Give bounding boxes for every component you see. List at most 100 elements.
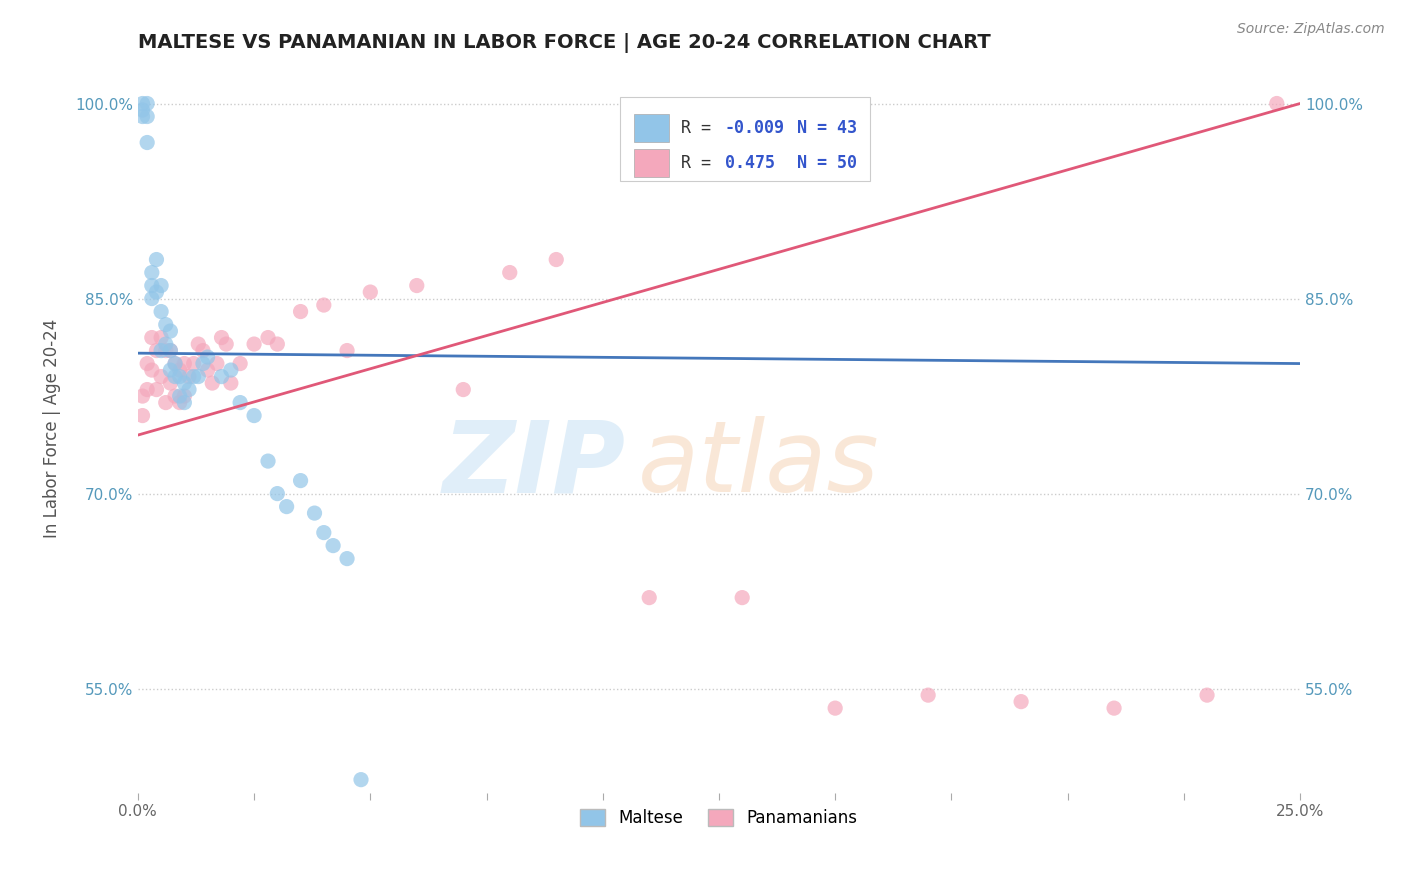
FancyBboxPatch shape	[634, 114, 669, 142]
Point	[131, 103, 153, 117]
Point	[177, 369, 200, 384]
Point	[546, 252, 568, 267]
Point	[145, 252, 167, 267]
Point	[155, 395, 177, 409]
Point	[197, 363, 219, 377]
Point	[155, 318, 177, 332]
Point	[136, 357, 159, 371]
Point	[141, 278, 163, 293]
Point	[205, 357, 228, 371]
Point	[141, 363, 163, 377]
Point	[211, 369, 233, 384]
Point	[165, 357, 187, 371]
Point	[136, 383, 159, 397]
Point	[219, 363, 242, 377]
Point	[159, 363, 181, 377]
Point	[243, 409, 266, 423]
Point	[336, 343, 359, 358]
Point	[141, 330, 163, 344]
Point	[243, 337, 266, 351]
Point	[1010, 695, 1032, 709]
Point	[131, 110, 153, 124]
Point	[150, 304, 173, 318]
Point	[201, 376, 224, 390]
Point	[131, 409, 153, 423]
Point	[191, 343, 214, 358]
Point	[211, 330, 233, 344]
Text: R =: R =	[681, 119, 721, 136]
Point	[159, 343, 181, 358]
Point	[187, 337, 209, 351]
Point	[1102, 701, 1125, 715]
Point	[257, 454, 280, 468]
Text: N = 50: N = 50	[797, 153, 856, 172]
Point	[290, 474, 312, 488]
Point	[177, 383, 200, 397]
Point	[173, 395, 195, 409]
Point	[141, 292, 163, 306]
Y-axis label: In Labor Force | Age 20-24: In Labor Force | Age 20-24	[44, 319, 60, 538]
Legend: Maltese, Panamanians: Maltese, Panamanians	[572, 800, 866, 835]
Point	[290, 304, 312, 318]
Point	[165, 389, 187, 403]
Point	[173, 357, 195, 371]
Text: 0.475: 0.475	[724, 153, 775, 172]
Point	[638, 591, 661, 605]
Text: -0.009: -0.009	[724, 119, 785, 136]
Text: ZIP: ZIP	[443, 417, 626, 514]
Point	[197, 350, 219, 364]
Point	[215, 337, 238, 351]
Text: MALTESE VS PANAMANIAN IN LABOR FORCE | AGE 20-24 CORRELATION CHART: MALTESE VS PANAMANIAN IN LABOR FORCE | A…	[138, 33, 991, 53]
Point	[824, 701, 846, 715]
Point	[187, 369, 209, 384]
Point	[451, 383, 474, 397]
Point	[917, 688, 939, 702]
Point	[150, 278, 173, 293]
Point	[141, 266, 163, 280]
FancyBboxPatch shape	[634, 149, 669, 177]
Point	[145, 285, 167, 299]
Point	[136, 110, 159, 124]
Point	[304, 506, 326, 520]
Point	[155, 343, 177, 358]
Point	[276, 500, 298, 514]
Point	[1265, 96, 1288, 111]
Text: Source: ZipAtlas.com: Source: ZipAtlas.com	[1237, 22, 1385, 37]
Point	[229, 395, 252, 409]
Point	[350, 772, 373, 787]
Point	[150, 343, 173, 358]
Point	[229, 357, 252, 371]
Point	[266, 486, 288, 500]
Point	[173, 389, 195, 403]
Point	[312, 525, 335, 540]
Text: N = 43: N = 43	[797, 119, 856, 136]
Point	[136, 96, 159, 111]
Point	[150, 330, 173, 344]
Point	[145, 343, 167, 358]
Point	[731, 591, 754, 605]
Point	[165, 357, 187, 371]
Point	[191, 357, 214, 371]
Point	[169, 395, 191, 409]
Point	[155, 337, 177, 351]
Point	[159, 376, 181, 390]
Point	[266, 337, 288, 351]
Point	[405, 278, 427, 293]
Point	[183, 369, 205, 384]
Point	[159, 343, 181, 358]
Text: R =: R =	[681, 153, 721, 172]
Point	[173, 376, 195, 390]
Point	[499, 266, 522, 280]
Point	[312, 298, 335, 312]
Point	[322, 539, 344, 553]
Point	[165, 369, 187, 384]
Point	[169, 369, 191, 384]
Point	[169, 389, 191, 403]
Point	[159, 324, 181, 338]
Point	[219, 376, 242, 390]
Point	[145, 383, 167, 397]
Text: atlas: atlas	[637, 417, 879, 514]
Point	[131, 389, 153, 403]
Point	[1195, 688, 1218, 702]
Point	[183, 357, 205, 371]
